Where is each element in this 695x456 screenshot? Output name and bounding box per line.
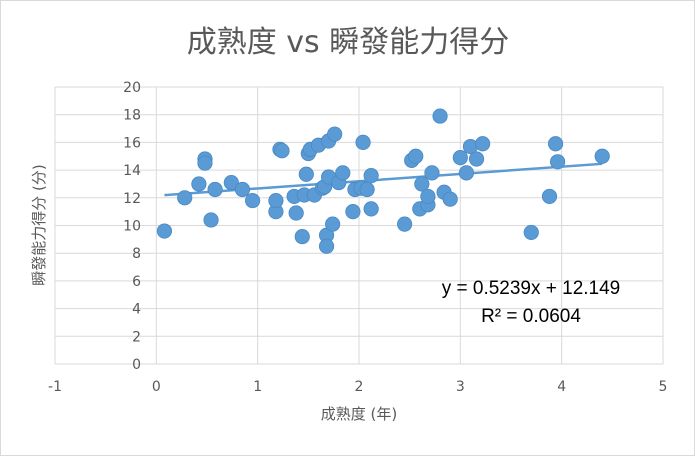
data-point: [550, 154, 566, 170]
data-point: [359, 181, 375, 198]
data-point: [156, 223, 173, 239]
data-point: [475, 136, 491, 152]
trendline-r-squared: R² = 0.0604: [481, 306, 581, 327]
data-point: [335, 165, 351, 181]
data-point: [408, 148, 424, 164]
x-tick-label: 1: [253, 379, 262, 395]
data-point: [268, 192, 284, 209]
data-points: [156, 108, 610, 254]
data-point: [468, 151, 485, 167]
x-tick-label: 2: [355, 379, 364, 395]
data-point: [547, 136, 564, 152]
data-point: [396, 216, 413, 232]
y-tick-label: 0: [132, 357, 141, 373]
data-point: [318, 238, 335, 254]
data-point: [355, 134, 371, 150]
data-point: [207, 181, 223, 198]
data-point: [245, 192, 261, 209]
y-tick-label: 18: [123, 108, 141, 124]
y-tick-label: 10: [123, 219, 141, 235]
data-point: [442, 191, 458, 207]
y-axis-title: 瞬發能力得分 (分): [30, 164, 48, 285]
x-tick-label: 0: [152, 379, 161, 395]
data-point: [414, 176, 430, 192]
chart-title: 成熟度 vs 瞬發能力得分: [187, 25, 509, 60]
data-point: [274, 143, 290, 159]
data-point: [294, 228, 310, 245]
data-point: [234, 181, 251, 198]
gridlines: [54, 86, 664, 365]
data-point: [197, 155, 213, 171]
data-point: [541, 188, 558, 205]
x-tick-label: -1: [48, 379, 62, 395]
data-point: [191, 176, 207, 192]
y-tick-label: 16: [123, 135, 141, 151]
data-point: [363, 168, 379, 184]
data-point: [363, 201, 379, 217]
data-point: [458, 165, 475, 181]
data-point: [424, 165, 440, 181]
data-point: [432, 108, 448, 124]
y-tick-label: 4: [132, 302, 141, 318]
x-axis-title: 成熟度 (年): [321, 405, 397, 423]
y-tick-label: 8: [132, 246, 141, 262]
y-tick-label: 12: [123, 191, 141, 207]
data-point: [594, 148, 610, 164]
data-point: [420, 188, 436, 205]
data-point: [452, 150, 468, 166]
y-tick-label: 14: [123, 163, 141, 179]
data-point: [288, 205, 304, 221]
x-tick-label: 4: [557, 379, 566, 395]
y-tick-label: 20: [123, 80, 141, 96]
data-point: [203, 212, 219, 228]
data-point: [298, 166, 314, 182]
x-tick-label: 5: [659, 379, 668, 395]
data-point: [327, 126, 343, 142]
y-tick-label: 2: [132, 329, 141, 345]
data-point: [223, 174, 239, 191]
data-point: [345, 204, 361, 220]
data-point: [523, 224, 539, 241]
trendline-equation: y = 0.5239x + 12.149: [442, 278, 621, 299]
data-point: [177, 190, 193, 206]
x-tick-label: 3: [456, 379, 465, 395]
y-tick-label: 6: [132, 274, 141, 290]
data-point: [325, 216, 341, 232]
